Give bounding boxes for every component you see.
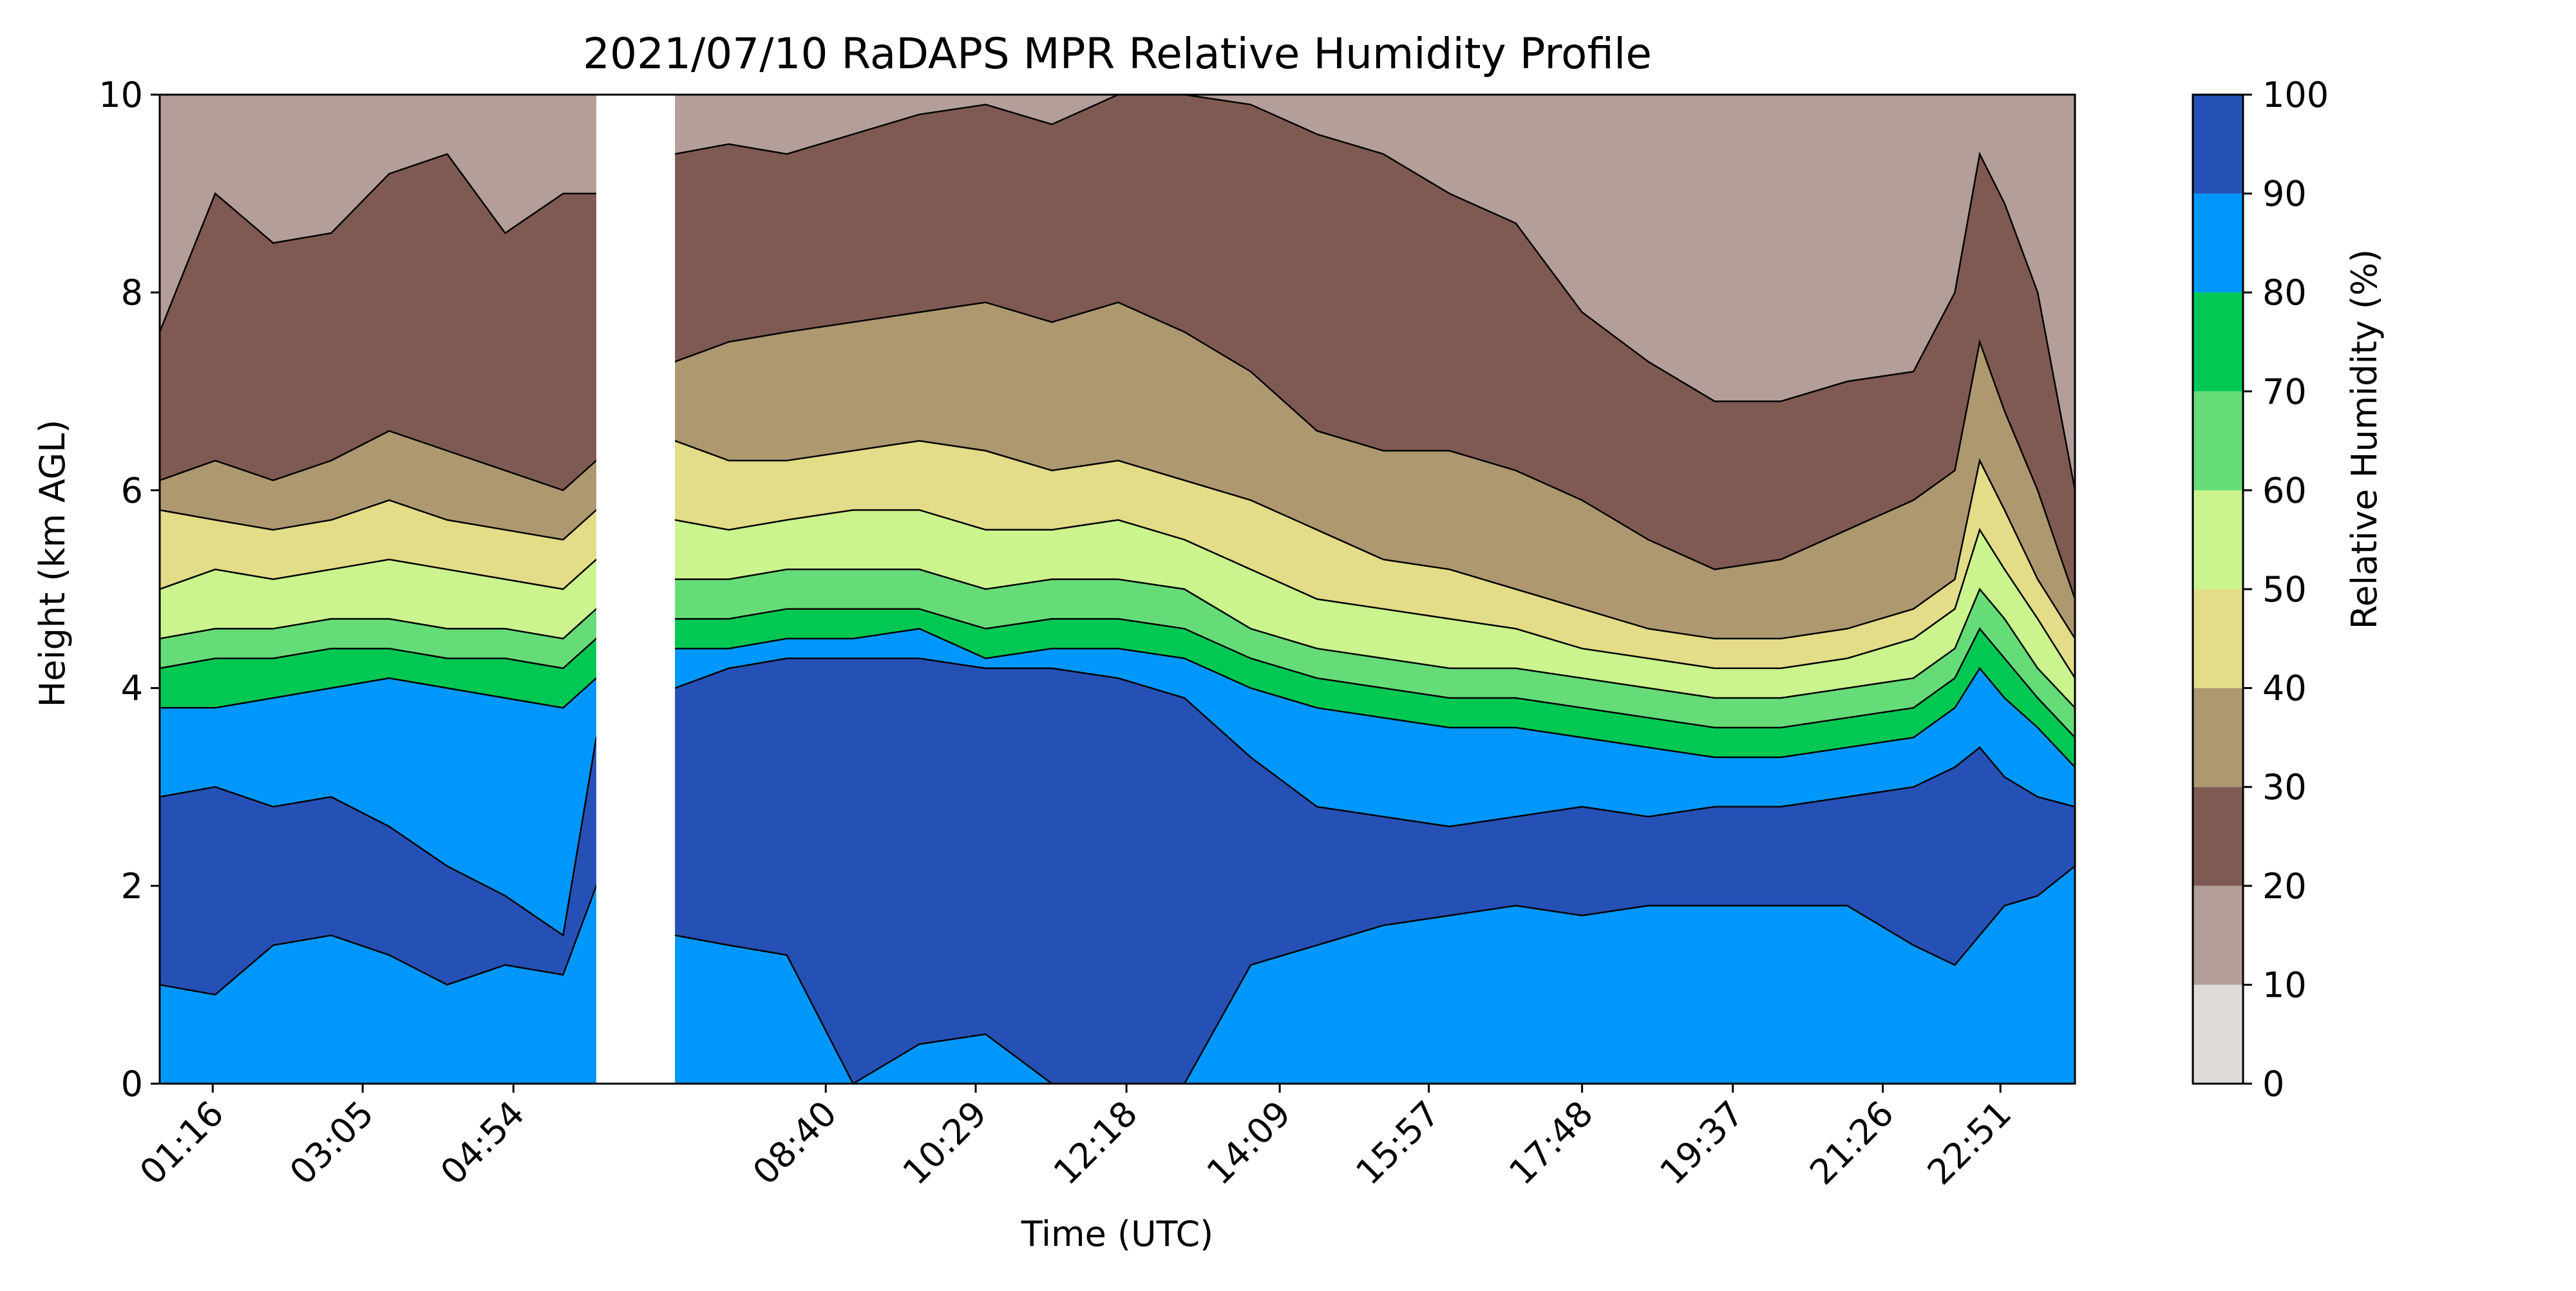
x-tick-label: 10:29 — [895, 1093, 995, 1193]
band-30-40 — [160, 302, 2075, 639]
colorbar-cell — [2193, 95, 2243, 194]
y-tick-label: 2 — [121, 866, 143, 907]
colorbar-cell — [2193, 787, 2243, 886]
isoline-rh90 — [159, 657, 2076, 937]
y-axis: 0 2 4 6 8 10 — [99, 75, 160, 1104]
chart-title: 2021/07/10 RaDAPS MPR Relative Humidity … — [583, 29, 1652, 79]
colorbar-tick-label: 0 — [2262, 1064, 2284, 1104]
colorbar-tick-label: 20 — [2262, 866, 2307, 907]
colorbar-tick-label: 90 — [2262, 174, 2307, 214]
colorbar-cell — [2193, 688, 2243, 787]
x-axis: 01:16 03:05 04:54 08:40 10:29 12:18 14:09 15:57… — [132, 1084, 2019, 1192]
x-tick-label: 12:18 — [1046, 1093, 1146, 1193]
y-tick-label: 4 — [121, 668, 143, 709]
colorbar-label: Relative Humidity (%) — [2344, 249, 2385, 629]
x-tick-label: 04:54 — [433, 1093, 533, 1193]
y-tick-label: 6 — [121, 470, 143, 511]
isoline-rh30 — [159, 301, 2076, 599]
x-tick-label: 14:09 — [1199, 1093, 1299, 1193]
x-tick-label: 03:05 — [282, 1093, 382, 1193]
band-10-20 — [160, 95, 2075, 491]
plot-area — [158, 93, 2076, 1085]
x-tick-label: 15:57 — [1348, 1093, 1448, 1193]
x-tick-label: 19:37 — [1652, 1093, 1752, 1193]
colorbar-cell — [2193, 985, 2243, 1084]
x-tick-label: 22:51 — [1920, 1093, 2020, 1193]
colorbar-cells — [2193, 95, 2243, 1084]
isoline-rh60 — [159, 569, 2076, 709]
colorbar-tick-label: 60 — [2262, 470, 2307, 511]
x-tick-label: 01:16 — [132, 1093, 232, 1193]
contour-lines — [158, 93, 2076, 1085]
x-tick-label: 08:40 — [745, 1093, 845, 1193]
colorbar-tick-label: 100 — [2262, 75, 2329, 115]
colorbar-tick-label: 30 — [2262, 767, 2307, 807]
x-tick-label: 21:26 — [1802, 1093, 1902, 1193]
colorbar-cell — [2193, 292, 2243, 391]
y-tick-label: 0 — [121, 1064, 143, 1104]
colorbar-tick-label: 70 — [2262, 372, 2307, 412]
data-gap-region — [596, 95, 676, 1084]
x-tick-label: 17:48 — [1501, 1093, 1601, 1193]
colorbar-ticks: 0 10 20 30 40 50 60 70 80 90 100 — [2243, 75, 2329, 1104]
contour-bands — [160, 95, 2075, 1084]
isoline-rh40 — [159, 440, 2076, 640]
colorbar-cell — [2193, 490, 2243, 589]
isoline-rh80 — [160, 628, 2076, 768]
colorbar: 0 10 20 30 40 50 60 70 80 90 100 — [2192, 75, 2329, 1104]
isoline-rh50 — [159, 509, 2076, 679]
colorbar-cell — [2193, 589, 2243, 688]
colorbar-tick-label: 10 — [2262, 965, 2307, 1005]
y-tick-label: 8 — [121, 272, 143, 313]
colorbar-tick-label: 50 — [2262, 569, 2307, 610]
x-axis-label: Time (UTC) — [1021, 1214, 1214, 1254]
colorbar-cell — [2193, 391, 2243, 491]
colorbar-tick-label: 40 — [2262, 668, 2307, 709]
plot-frame — [158, 93, 2076, 1085]
y-axis-label: Height (km AGL) — [32, 420, 73, 708]
colorbar-tick-label: 80 — [2262, 272, 2307, 313]
isoline-rh70 — [159, 608, 2076, 739]
y-tick-label: 10 — [99, 75, 143, 115]
colorbar-cell — [2193, 193, 2243, 293]
colorbar-cell — [2193, 885, 2243, 985]
